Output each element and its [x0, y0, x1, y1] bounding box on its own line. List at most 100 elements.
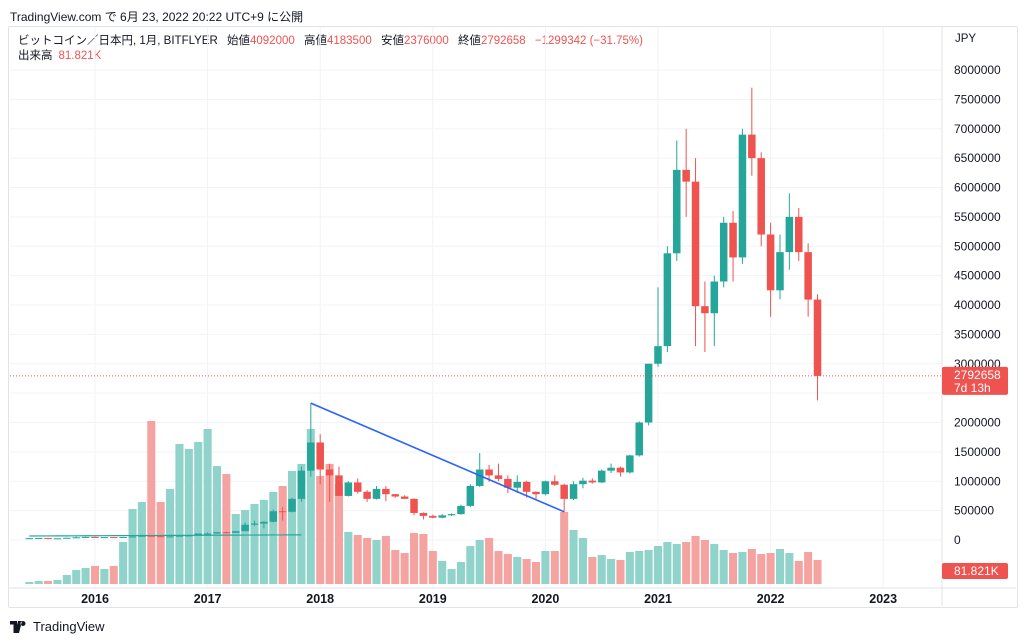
volume-bar	[81, 568, 90, 584]
volume-label: 出来高	[18, 50, 53, 62]
y-tick-label: 4500000	[954, 269, 1001, 283]
candle-body	[504, 478, 512, 488]
candle-body	[597, 470, 606, 483]
volume-bar	[447, 569, 456, 584]
volume-bar	[363, 538, 372, 584]
candle-body	[588, 480, 597, 483]
x-tick-label: 2022	[757, 592, 785, 606]
y-tick-label: 7000000	[954, 122, 1001, 136]
open-value: 4092000	[249, 35, 295, 47]
candle-body	[53, 538, 62, 540]
candle-body	[128, 536, 137, 538]
candle-body	[804, 252, 812, 300]
volume-bar	[241, 510, 250, 584]
close-value: 2792658	[480, 35, 526, 47]
tradingview-logo-icon	[10, 620, 26, 633]
candle-body	[635, 422, 643, 456]
candle-body	[644, 363, 653, 423]
volume-bar	[203, 429, 212, 584]
candle-body	[654, 346, 662, 364]
candle-body	[400, 496, 409, 499]
volume-bar	[550, 551, 559, 584]
volume-bar	[231, 514, 240, 584]
volume-bar	[456, 562, 465, 584]
volume-bar	[682, 542, 691, 584]
footer-brand[interactable]: TradingView	[10, 619, 105, 634]
volume-bar	[288, 471, 297, 584]
candle-body	[757, 158, 765, 235]
volume-bar	[128, 509, 137, 584]
volume-bar	[719, 550, 728, 584]
volume-bar	[560, 512, 569, 584]
change-value: −1299342 (−31.75%)	[534, 35, 643, 47]
volume-bar	[175, 444, 184, 584]
volume-bar	[109, 566, 118, 584]
chart-legend: ビットコイン／日本円, 1月, BITFLYER 始値4092000 高値418…	[18, 34, 643, 64]
candle-body	[626, 455, 634, 473]
volume-bar	[316, 476, 325, 584]
candle-body	[794, 216, 803, 253]
volume-bar	[90, 566, 100, 584]
ohlc-row: ビットコイン／日本円, 1月, BITFLYER 始値4092000 高値418…	[18, 34, 643, 49]
x-tick-label: 2021	[644, 592, 672, 606]
volume-value: 81.821K	[58, 50, 102, 62]
last-price-box	[942, 366, 1008, 395]
candle-body	[522, 481, 531, 492]
candle-body	[738, 134, 747, 258]
volume-bar	[353, 535, 362, 584]
candle-body	[222, 532, 231, 534]
candle-body	[363, 491, 371, 499]
candle-body	[813, 299, 822, 376]
volume-bar	[625, 552, 634, 584]
volume-bar	[147, 421, 156, 584]
y-tick-label: 6500000	[954, 151, 1001, 165]
candle-body	[719, 222, 728, 282]
candle-body	[307, 442, 315, 471]
candle-body	[579, 480, 587, 485]
volume-bar	[794, 561, 803, 584]
candle-body	[81, 536, 90, 538]
volume-bar	[44, 581, 53, 584]
volume-bar	[325, 464, 334, 584]
candle-body	[485, 469, 493, 476]
volume-bar	[588, 557, 597, 584]
volume-bar	[785, 553, 794, 584]
candle-body	[34, 537, 43, 539]
volume-bar	[653, 546, 663, 584]
candle-body	[691, 181, 700, 307]
volume-bar	[212, 466, 222, 584]
y-tick-label: 1500000	[954, 445, 1001, 459]
volume-bar	[409, 533, 419, 584]
candle-body	[429, 515, 437, 518]
volume-bar	[194, 442, 203, 584]
y-tick-label: 5500000	[954, 210, 1001, 224]
candle-body	[551, 481, 559, 485]
volume-bar	[578, 538, 587, 584]
candle-body	[353, 482, 362, 492]
volume-bar	[269, 492, 278, 584]
volume-bar	[334, 484, 344, 584]
candle-body	[607, 467, 615, 471]
volume-bar	[222, 474, 231, 584]
volume-bar	[306, 429, 315, 584]
volume-bar	[250, 504, 259, 584]
candle-body	[325, 469, 334, 476]
symbol-title[interactable]: ビットコイン／日本円, 1月, BITFLYER	[18, 35, 218, 47]
y-tick-label: 4000000	[954, 298, 1001, 312]
candle-body	[147, 535, 156, 537]
volume-bar	[663, 542, 672, 584]
volume-bar	[503, 554, 512, 584]
volume-bar	[372, 540, 381, 584]
currency-label[interactable]: JPY	[955, 33, 977, 45]
volume-bar	[400, 553, 409, 584]
volume-bar	[616, 560, 625, 584]
candle-body	[663, 253, 672, 347]
candle-body	[382, 488, 390, 495]
candle-body	[100, 537, 109, 539]
candle-body	[185, 535, 193, 537]
candle-body	[682, 169, 690, 182]
candle-body	[110, 537, 118, 539]
candle-body	[673, 169, 681, 254]
trendline	[310, 402, 565, 513]
